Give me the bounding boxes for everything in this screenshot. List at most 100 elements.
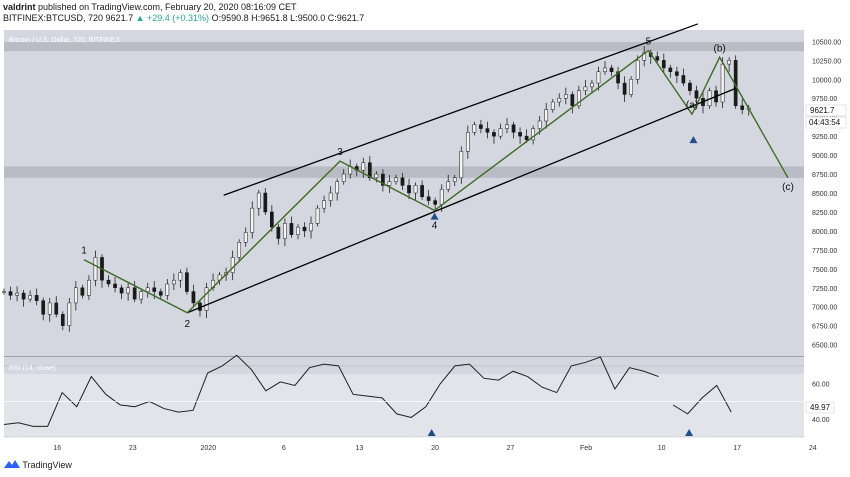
candle-body — [511, 124, 516, 133]
time-tick-label: 23 — [129, 445, 137, 452]
candle-body — [400, 177, 405, 186]
candle-body — [269, 211, 274, 228]
candle-body — [283, 223, 287, 239]
candle-body — [152, 287, 157, 292]
candle-body — [243, 232, 248, 243]
candle-body — [54, 302, 59, 315]
candle-body — [172, 279, 176, 285]
candle-body — [485, 128, 490, 133]
candle-body — [47, 302, 52, 315]
sr-zone — [4, 42, 804, 52]
price-tick-label: 8000.00 — [812, 229, 837, 236]
candle-body — [204, 287, 209, 311]
candle-body — [518, 132, 522, 137]
price-tick-label: 7000.00 — [812, 305, 837, 312]
candle-body — [74, 287, 78, 304]
author-name[interactable]: valdrint — [3, 2, 36, 12]
candle-body — [675, 71, 679, 76]
candle-body — [185, 272, 189, 292]
rsi-tick-label: 40.00 — [812, 417, 830, 424]
time-tag-box — [805, 116, 847, 129]
candle-body — [550, 101, 555, 110]
tradingview-footer[interactable]: TradingView — [4, 459, 72, 470]
candle-body — [158, 291, 163, 296]
candle-body — [250, 207, 255, 233]
open-value: 9590.8 — [221, 13, 249, 23]
time-tick-label: 16 — [53, 445, 61, 452]
candle-body — [139, 291, 144, 300]
candle-body — [309, 223, 313, 232]
price-tick-label: 6500.00 — [812, 343, 837, 350]
time-axis[interactable]: 16 23 2020 6 13 20 27 Feb 10 17 24 — [53, 445, 816, 452]
candle-body — [126, 287, 130, 294]
price-axis[interactable]: 6500.00 6750.00 7000.00 7250.00 7500.00 7750.… — [812, 39, 841, 349]
candle-body — [361, 162, 366, 171]
arrow-up-icon — [685, 429, 694, 436]
candle-body — [256, 192, 261, 209]
candle-body — [230, 257, 235, 273]
rsi-tag-box — [805, 401, 835, 414]
arrow-up-icon — [689, 136, 698, 144]
candle-body — [34, 295, 39, 301]
candle-body — [28, 295, 32, 300]
candle-body — [41, 300, 46, 315]
channel-line — [187, 87, 736, 314]
candle-body — [341, 173, 346, 182]
price-tag: 9621.7 — [810, 106, 835, 115]
last-price: 9621.7 — [105, 13, 134, 23]
wave-label: 2 — [184, 319, 190, 330]
candle-body — [2, 291, 6, 293]
candle-body — [740, 105, 745, 110]
candle-body — [413, 185, 418, 194]
price-tick-label: 7250.00 — [812, 286, 837, 293]
time-tick-label: 20 — [431, 445, 439, 452]
candles — [2, 45, 751, 332]
candle-body — [80, 287, 85, 296]
wave-label: 1 — [81, 246, 87, 257]
price-tick-label: 9750.00 — [812, 96, 837, 103]
wave-label: 4 — [432, 220, 438, 231]
candle-body — [276, 226, 281, 239]
candle-body — [381, 173, 385, 186]
candle-body — [629, 79, 633, 95]
candle-body — [544, 109, 549, 122]
candle-body — [60, 314, 65, 326]
candle-body — [15, 292, 19, 296]
close-label: C: — [327, 13, 337, 23]
candle-body — [635, 60, 640, 80]
chart-header: valdrint published on TradingView.com, F… — [0, 0, 850, 28]
candle-body — [622, 82, 627, 95]
rsi-indicator — [3, 354, 804, 438]
candle-body — [87, 279, 91, 296]
wave-path — [83, 49, 789, 314]
candle-body — [387, 181, 392, 186]
candle-body — [727, 60, 731, 65]
sr-zone — [4, 166, 804, 178]
candle-body — [426, 196, 431, 201]
candle-body — [328, 192, 333, 201]
candle-body — [433, 200, 438, 205]
time-tick-label: 2020 — [201, 445, 217, 452]
candle-body — [479, 124, 483, 129]
candle-body — [537, 120, 542, 129]
price-tick-label: 8250.00 — [812, 210, 837, 217]
candle-body — [165, 283, 170, 296]
candle-body — [492, 132, 496, 137]
price-tick-label: 9000.00 — [812, 153, 837, 160]
footer-brand: TradingView — [22, 460, 72, 470]
candle-body — [603, 67, 607, 72]
close-value: 9621.7 — [336, 13, 365, 23]
price-tick-label: 7750.00 — [812, 248, 837, 255]
arrow-up-icon — [430, 212, 439, 220]
price-tick-label: 8750.00 — [812, 172, 837, 179]
candle-body — [132, 287, 137, 300]
price-tick-label: 10000.00 — [812, 77, 841, 84]
price-tag-box — [805, 104, 847, 117]
arrow-markers — [427, 136, 698, 436]
rsi-axis[interactable]: 40.00 60.00 — [812, 382, 830, 425]
wave-label: 5 — [646, 36, 652, 47]
channel-line — [223, 23, 699, 196]
candle-body — [590, 82, 594, 88]
candle-body — [609, 67, 614, 72]
